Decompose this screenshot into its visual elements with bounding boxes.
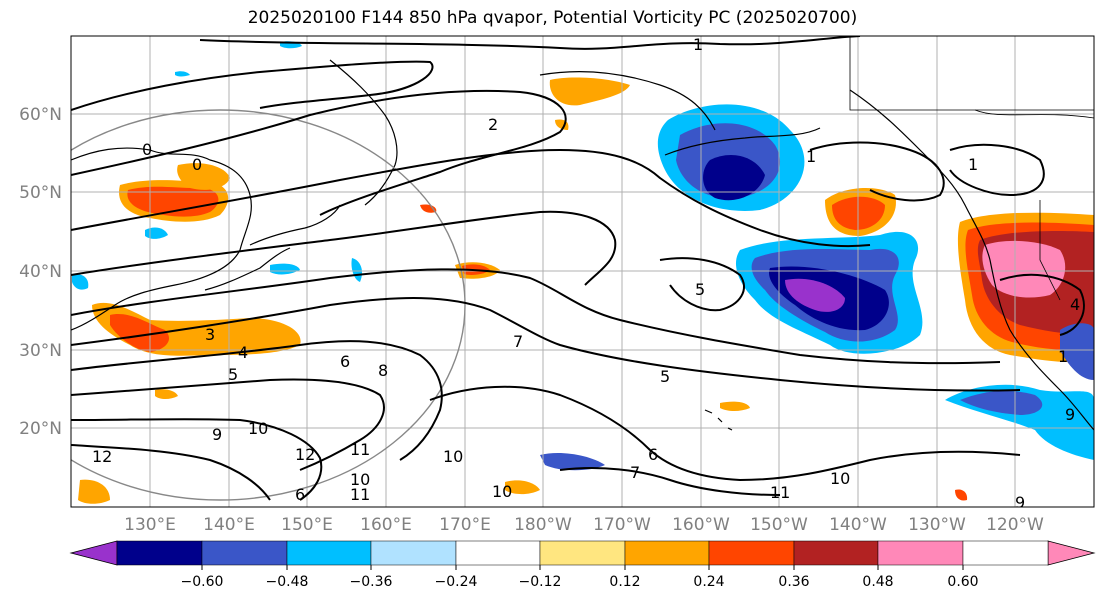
colorbar-label: 0.60 bbox=[947, 574, 978, 590]
colorbar-segment bbox=[286, 540, 372, 566]
contour-label: 0 bbox=[142, 140, 152, 159]
contour-label: 10 bbox=[350, 470, 370, 489]
contour-label: 5 bbox=[660, 367, 670, 386]
map-title: 2025020100 F144 850 hPa qvapor, Potentia… bbox=[247, 8, 858, 28]
colorbar-segment bbox=[116, 540, 203, 566]
map-plot-area: 1 2 0 0 3 4 5 6 8 7 5 5 1 1 6 7 9 10 12 … bbox=[71, 35, 1094, 512]
contour-label: 5 bbox=[695, 280, 705, 299]
colorbar: −0.60 −0.48 −0.36 −0.24 −0.12 0.12 0.24 … bbox=[69, 540, 1096, 590]
contour-label: 9 bbox=[1015, 493, 1025, 512]
contour-label: 1 bbox=[1058, 347, 1068, 366]
coastline-hawaii bbox=[704, 409, 733, 431]
contour-label: 12 bbox=[92, 447, 112, 466]
contour-label: 11 bbox=[350, 440, 370, 459]
contour-label: 0 bbox=[192, 155, 202, 174]
contour-label: 3 bbox=[205, 325, 215, 344]
lat-label: 40°N bbox=[19, 262, 62, 282]
graticule bbox=[71, 36, 1094, 507]
colorbar-label: −0.48 bbox=[266, 574, 309, 590]
contour-label: 1 bbox=[693, 35, 703, 54]
contour-label: 4 bbox=[1070, 295, 1080, 314]
contour-label: 1 bbox=[968, 155, 978, 174]
colorbar-label: 0.36 bbox=[778, 574, 809, 590]
coastline-east-asia bbox=[71, 147, 252, 331]
lon-label: 150°E bbox=[281, 515, 333, 535]
coastline-japan bbox=[204, 204, 341, 291]
contour-label: 4 bbox=[238, 343, 248, 362]
colorbar-segment bbox=[201, 540, 288, 566]
map-frame bbox=[70, 35, 1095, 508]
lat-label: 20°N bbox=[19, 419, 62, 439]
contour-label: 2 bbox=[488, 115, 498, 134]
lon-label: 130°E bbox=[124, 515, 176, 535]
lon-label: 150°W bbox=[750, 515, 808, 535]
region-circle bbox=[71, 109, 466, 501]
colorbar-label: 0.12 bbox=[609, 574, 640, 590]
lon-label: 160°W bbox=[672, 515, 730, 535]
pv-shading bbox=[72, 41, 1094, 504]
colorbar-segment bbox=[455, 540, 541, 566]
contour-label: 7 bbox=[630, 463, 640, 482]
colorbar-label: −0.36 bbox=[350, 574, 393, 590]
contour-label: 10 bbox=[443, 447, 463, 466]
lon-label: 130°W bbox=[908, 515, 966, 535]
lon-label: 170°W bbox=[593, 515, 651, 535]
colorbar-segment bbox=[539, 540, 626, 566]
contour-label: 9 bbox=[1065, 405, 1075, 424]
contour-label: 11 bbox=[770, 483, 790, 502]
lon-label: 160°E bbox=[360, 515, 412, 535]
contour-label: 10 bbox=[248, 419, 268, 438]
contour-label: 5 bbox=[228, 365, 238, 384]
colorbar-segment bbox=[962, 540, 1049, 566]
colorbar-label: −0.24 bbox=[435, 574, 478, 590]
longitude-labels: 130°E 140°E 150°E 160°E 170°E 180°W 170°… bbox=[124, 515, 1044, 535]
contour-label: 10 bbox=[830, 469, 850, 488]
lon-label: 180°W bbox=[514, 515, 572, 535]
lon-label: 140°E bbox=[203, 515, 255, 535]
contour-label: 7 bbox=[513, 332, 523, 351]
contour-label: 10 bbox=[492, 482, 512, 501]
contour-label: 6 bbox=[648, 445, 658, 464]
colorbar-extend-min bbox=[69, 540, 118, 566]
colorbar-label: −0.12 bbox=[519, 574, 562, 590]
lat-label: 60°N bbox=[19, 105, 62, 125]
colorbar-segment bbox=[708, 540, 795, 566]
contour-label: 1 bbox=[806, 147, 816, 166]
lon-label: 140°W bbox=[829, 515, 887, 535]
contour-label: 8 bbox=[378, 361, 388, 380]
contour-labels: 1 2 0 0 3 4 5 6 8 7 5 5 1 1 6 7 9 10 12 … bbox=[92, 35, 1080, 512]
lat-label: 50°N bbox=[19, 183, 62, 203]
contour-label: 6 bbox=[340, 352, 350, 371]
contour-label: 12 bbox=[295, 445, 315, 464]
latitude-labels: 60°N 50°N 40°N 30°N 20°N bbox=[19, 105, 62, 439]
colorbar-segment bbox=[793, 540, 879, 566]
lat-label: 30°N bbox=[19, 341, 62, 361]
lon-label: 120°W bbox=[986, 515, 1044, 535]
coastline-alaska bbox=[539, 70, 821, 156]
colorbar-extend-max bbox=[1047, 540, 1096, 566]
coastline-kamchatka bbox=[329, 59, 398, 206]
colorbar-segment bbox=[370, 540, 457, 566]
colorbar-ticks bbox=[201, 565, 964, 570]
contours bbox=[71, 36, 1085, 501]
colorbar-label: −0.60 bbox=[181, 574, 224, 590]
contour-label: 9 bbox=[212, 425, 222, 444]
country-borders bbox=[849, 36, 1094, 301]
contour-label: 11 bbox=[350, 485, 370, 504]
contour-label: 6 bbox=[295, 485, 305, 504]
colorbar-label: 0.24 bbox=[693, 574, 724, 590]
coastlines bbox=[71, 59, 1094, 431]
lon-label: 170°E bbox=[439, 515, 491, 535]
colorbar-segment bbox=[877, 540, 964, 566]
colorbar-label: 0.48 bbox=[862, 574, 893, 590]
colorbar-segment bbox=[624, 540, 710, 566]
coastline-north-america bbox=[849, 89, 1094, 431]
